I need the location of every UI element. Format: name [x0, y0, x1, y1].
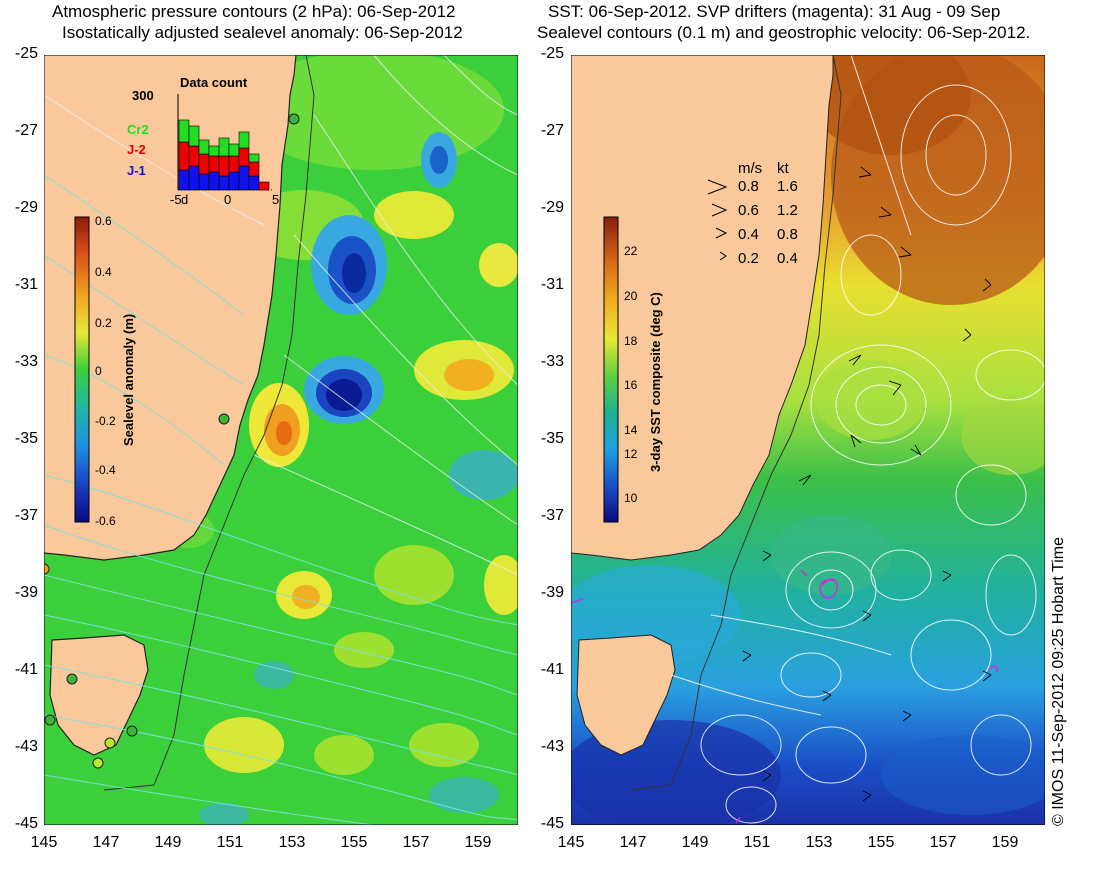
right-cb-tick: 16: [624, 378, 638, 392]
right-colorbar: [603, 216, 619, 523]
left-cb-tick: -0.4: [95, 463, 116, 477]
velocity-legend-kt: 0.4: [777, 250, 798, 267]
left-cb-tick: 0.4: [95, 265, 112, 279]
right-x-tick: 149: [681, 834, 709, 851]
right-y-tick: -33: [540, 353, 564, 370]
left-y-tick: -37: [14, 507, 38, 524]
left-cb-tick: 0.2: [95, 316, 112, 330]
histogram-legend-cr2: Cr2: [127, 122, 149, 137]
left-sealevel-map: [44, 55, 518, 825]
left-cb-tick: 0.6: [95, 214, 112, 228]
histogram-ymax-label: 300: [132, 88, 154, 103]
right-cb-tick: 20: [624, 289, 638, 303]
svp-drifter-tracks: [571, 569, 999, 824]
left-x-tick: 155: [340, 834, 368, 851]
velocity-legend-ms: 0.6: [738, 202, 759, 219]
left-colorbar-label: Sealevel anomaly (m): [121, 313, 136, 446]
data-count-histogram: [177, 94, 274, 191]
left-y-tick: -43: [14, 738, 38, 755]
right-x-tick: 155: [867, 834, 895, 851]
histogram-xtick-unit: d: [181, 192, 189, 207]
left-y-tick: -45: [14, 815, 38, 832]
right-x-tick: 159: [991, 834, 1019, 851]
tasmania-land: [50, 635, 148, 755]
velocity-legend-kt: 0.8: [777, 226, 798, 243]
histogram-xtick: 5: [272, 192, 280, 207]
right-y-tick: -43: [540, 738, 564, 755]
left-x-tick: 159: [464, 834, 492, 851]
right-cb-tick: 12: [624, 447, 638, 461]
right-y-tick: -41: [540, 661, 564, 678]
right-sst-map: [571, 55, 1045, 825]
left-y-tick: -25: [14, 45, 38, 62]
right-map-title-line2: Sealevel contours (0.1 m) and geostrophi…: [537, 23, 1031, 42]
right-y-tick: -31: [540, 276, 564, 293]
right-y-tick: -37: [540, 507, 564, 524]
right-cb-tick: 14: [624, 423, 638, 437]
left-x-tick: 149: [154, 834, 182, 851]
right-cb-tick: 18: [624, 334, 638, 348]
velocity-legend-header-kt: kt: [777, 160, 789, 177]
right-y-tick: -29: [540, 199, 564, 216]
velocity-legend-ms: 0.2: [738, 250, 759, 267]
velocity-legend-ms: 0.4: [738, 226, 759, 243]
left-y-tick: -27: [14, 122, 38, 139]
right-y-tick: -27: [540, 122, 564, 139]
left-x-tick: 153: [278, 834, 306, 851]
histogram-xtick: 0: [224, 192, 232, 207]
left-y-tick: -29: [14, 199, 38, 216]
histogram-xtick: -5: [170, 192, 182, 207]
right-x-tick: 151: [743, 834, 771, 851]
pressure-contours: [44, 174, 518, 825]
tasmania-land: [577, 635, 675, 755]
right-x-tick: 147: [619, 834, 647, 851]
left-colorbar: [74, 216, 90, 523]
histogram-legend-j1: J-1: [127, 163, 146, 178]
velocity-legend-kt: 1.6: [777, 178, 798, 195]
velocity-legend-header-ms: m/s: [738, 160, 763, 177]
left-y-tick: -35: [14, 430, 38, 447]
left-y-tick: -31: [14, 276, 38, 293]
left-x-tick: 157: [402, 834, 430, 851]
right-x-tick: 153: [805, 834, 833, 851]
left-map-title-line2: Isostatically adjusted sealevel anomaly:…: [62, 23, 463, 42]
right-y-tick: -25: [540, 45, 564, 62]
left-x-tick: 151: [216, 834, 244, 851]
velocity-legend-arrows: [707, 179, 728, 261]
histogram-legend-j2: J-2: [127, 142, 146, 157]
left-y-tick: -33: [14, 353, 38, 370]
copyright-notice: © IMOS 11-Sep-2012 09:25 Hobart Time: [1050, 537, 1067, 826]
left-x-tick: 145: [30, 834, 58, 851]
right-cb-tick: 10: [624, 491, 638, 505]
right-x-tick: 145: [557, 834, 585, 851]
left-cb-tick: -0.2: [95, 414, 116, 428]
histogram-title: Data count: [180, 75, 248, 90]
right-x-tick: 157: [929, 834, 957, 851]
mainland-land: [571, 55, 833, 560]
right-y-tick: -39: [540, 584, 564, 601]
left-y-tick: -39: [14, 584, 38, 601]
velocity-legend-kt: 1.2: [777, 202, 798, 219]
sealevel-contours: [670, 55, 1045, 824]
tide-gauge-markers: [44, 113, 300, 769]
right-cb-tick: 22: [624, 244, 638, 258]
left-cb-tick: 0: [95, 364, 102, 378]
velocity-legend-ms: 0.8: [738, 178, 759, 195]
left-x-tick: 147: [92, 834, 120, 851]
right-colorbar-label: 3-day SST composite (deg C): [648, 292, 663, 472]
right-map-title-line1: SST: 06-Sep-2012. SVP drifters (magenta)…: [548, 2, 1001, 21]
left-cb-tick: -0.6: [95, 514, 116, 528]
left-y-tick: -41: [14, 661, 38, 678]
left-map-title-line1: Atmospheric pressure contours (2 hPa): 0…: [52, 2, 456, 21]
geostrophic-velocity-arrows: [742, 166, 992, 802]
right-y-tick: -45: [540, 815, 564, 832]
right-y-tick: -35: [540, 430, 564, 447]
